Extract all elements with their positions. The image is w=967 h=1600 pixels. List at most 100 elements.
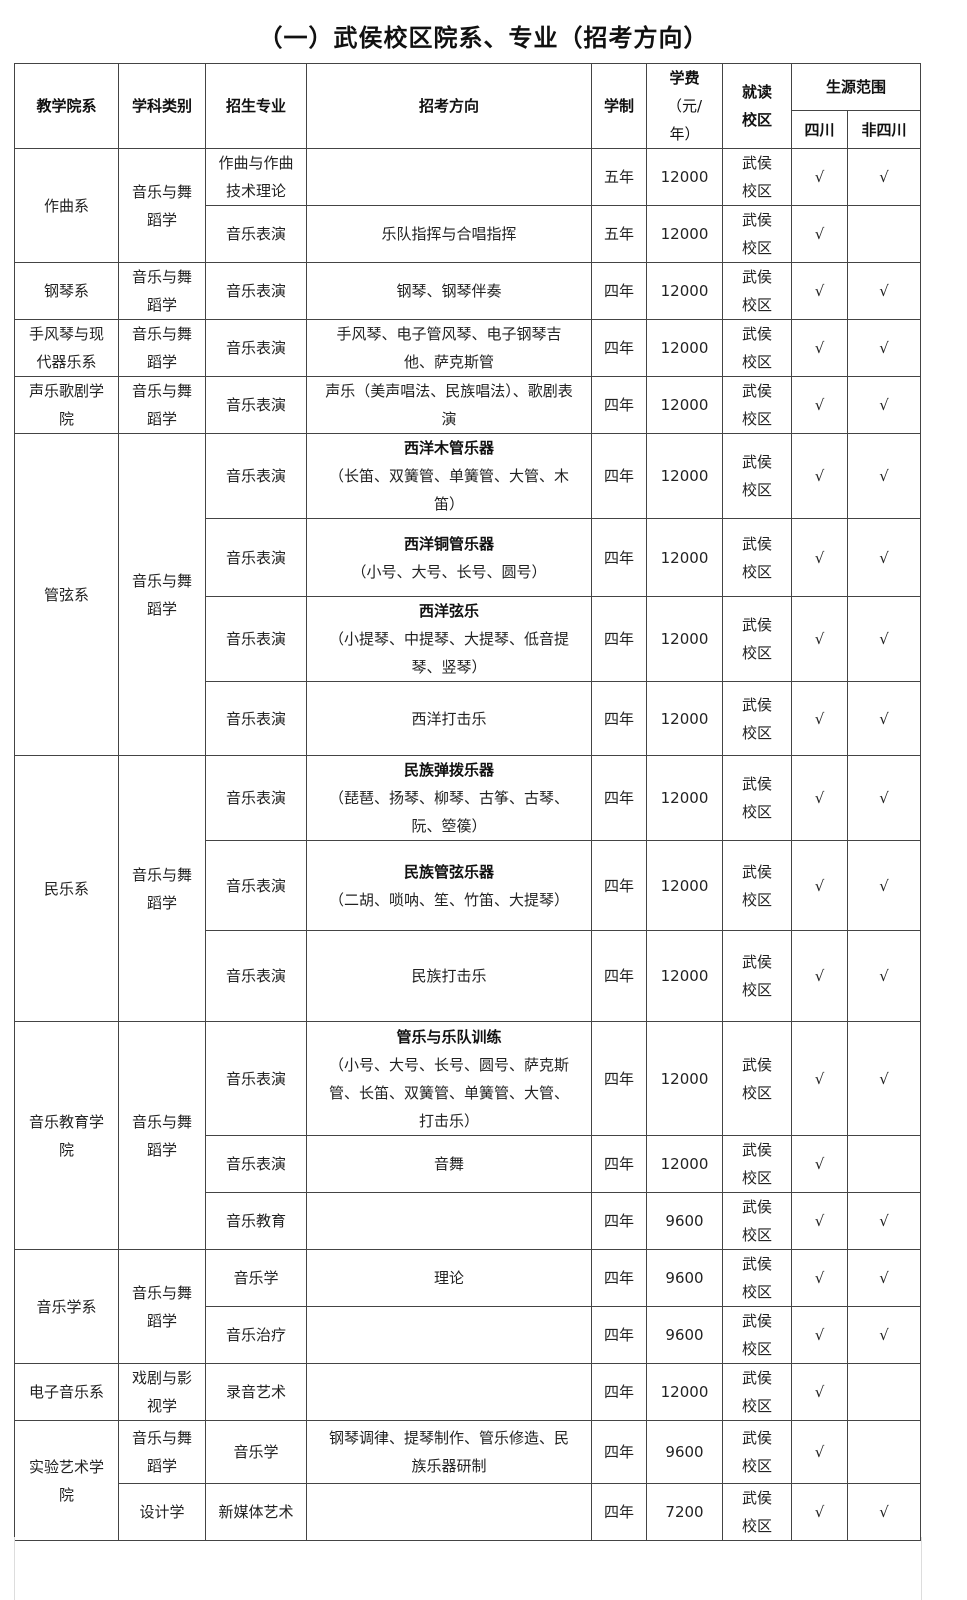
duration-cell: 四年: [591, 1192, 647, 1250]
sichuan-check-icon: √: [791, 518, 848, 597]
sichuan-check-icon: √: [791, 262, 848, 320]
fee-cell: 12000: [646, 930, 723, 1022]
direction-cell: [306, 1306, 592, 1364]
duration-cell: 四年: [591, 1249, 647, 1307]
direction-cell: 钢琴调律、提琴制作、管乐修造、民族乐器研制: [306, 1420, 592, 1484]
campus-cell: 武侯校区: [722, 930, 792, 1022]
direction-text: 钢琴、钢琴伴奏: [396, 282, 502, 300]
table-row: 音乐教育 四年 9600 武侯校区 √ √: [15, 1192, 922, 1250]
major-cell: 音乐表演: [205, 518, 307, 597]
duration-cell: 四年: [591, 1363, 647, 1421]
major-cell: 新媒体艺术: [205, 1483, 307, 1541]
table-row: 钢琴系 音乐与舞蹈学 音乐表演 钢琴、钢琴伴奏 四年 12000 武侯校区 √ √: [14, 262, 922, 320]
direction-cell: 乐队指挥与合唱指挥: [306, 205, 592, 263]
direction-title: 西洋木管乐器: [403, 439, 494, 457]
non-sichuan-cell: [846, 1135, 922, 1193]
table-row: 民乐系 音乐与舞蹈学 音乐表演 民族弹拨乐器 （琵琶、扬琴、柳琴、古筝、古琴、阮、箜篌）…: [14, 755, 922, 1022]
campus-cell: 武侯校区: [722, 433, 792, 519]
sichuan-check-icon: √: [791, 1363, 848, 1421]
direction-text: 钢琴调律、提琴制作、管乐修造、民族乐器研制: [328, 1429, 569, 1475]
fee-cell: 12000: [646, 1135, 723, 1193]
fee-cell: 7200: [646, 1483, 723, 1541]
fee-cell: 12000: [646, 319, 723, 377]
page-title: （一）武侯校区院系、专业（招考方向）: [258, 24, 709, 52]
campus-cell: 武侯校区: [722, 376, 792, 434]
sichuan-check-icon: √: [791, 755, 848, 841]
major-cell: 音乐学: [205, 1420, 307, 1484]
table-row: 电子音乐系 戏剧与影视学 录音艺术 四年 12000 武侯校区 √: [14, 1363, 922, 1421]
major-cell: 音乐表演: [205, 433, 307, 519]
direction-text: 理论: [433, 1269, 464, 1287]
major-cell: 音乐表演: [205, 319, 307, 377]
campus-cell: 武侯校区: [722, 1420, 792, 1484]
header-fee-unit: （元/年）: [666, 97, 703, 143]
fee-cell: 9600: [646, 1192, 723, 1250]
category-cell: 音乐与舞蹈学: [118, 148, 206, 263]
table-row: 声乐歌剧学院 音乐与舞蹈学 音乐表演 声乐（美声唱法、民族唱法）、歌剧表演 四年 1200…: [14, 376, 922, 434]
major-cell: 音乐表演: [205, 755, 307, 841]
campus-cell: 武侯校区: [722, 148, 792, 206]
direction-text: 西洋打击乐: [411, 709, 487, 728]
table-row: 手风琴与现代器乐系 音乐与舞蹈学 音乐表演 手风琴、电子管风琴、电子钢琴吉他、萨克斯管…: [14, 319, 922, 377]
direction-text: 民族打击乐: [411, 967, 487, 985]
header-sichuan: 四川: [791, 110, 848, 149]
header-direction: 招考方向: [306, 63, 592, 149]
table-row: 音乐教育学院 音乐与舞蹈学 音乐表演 管乐与乐队训练 （小号、大号、长号、圆号、萨克斯管…: [14, 1021, 922, 1250]
direction-text: （琵琶、扬琴、柳琴、古筝、古琴、阮、箜篌）: [328, 789, 569, 835]
sichuan-check-icon: √: [791, 148, 848, 206]
fee-cell: 12000: [646, 1021, 723, 1136]
duration-cell: 四年: [591, 930, 647, 1022]
sichuan-check-icon: √: [791, 681, 848, 756]
non-sichuan-check-icon: √: [846, 681, 922, 756]
direction-text: （长笛、双簧管、单簧管、大管、木笛）: [328, 467, 569, 513]
sichuan-check-icon: √: [791, 1249, 848, 1307]
major-cell: 音乐表演: [205, 205, 307, 263]
table-row: 音乐表演 乐队指挥与合唱指挥 五年 12000 武侯校区 √: [15, 205, 922, 263]
fee-cell: 12000: [646, 1363, 723, 1421]
sichuan-check-icon: √: [791, 840, 848, 931]
non-sichuan-check-icon: √: [846, 755, 922, 841]
sichuan-check-icon: √: [791, 376, 848, 434]
direction-cell: 民族弹拨乐器 （琵琶、扬琴、柳琴、古筝、古琴、阮、箜篌）: [306, 755, 592, 841]
direction-cell: 西洋木管乐器 （长笛、双簧管、单簧管、大管、木笛）: [306, 433, 592, 519]
sichuan-check-icon: √: [791, 205, 848, 263]
department-cell: 管弦系: [14, 433, 119, 756]
direction-title: 西洋弦乐: [418, 602, 479, 620]
direction-cell: 西洋打击乐: [306, 681, 592, 756]
duration-cell: 四年: [591, 376, 647, 434]
duration-cell: 四年: [591, 840, 647, 931]
non-sichuan-check-icon: √: [846, 1306, 922, 1364]
non-sichuan-cell: [846, 205, 922, 263]
direction-cell: [306, 1192, 592, 1250]
sichuan-check-icon: √: [791, 1135, 848, 1193]
non-sichuan-check-icon: √: [846, 1249, 922, 1307]
table-row: 音乐表演 民族打击乐 四年 12000 武侯校区 √ √: [15, 930, 922, 1022]
major-cell: 音乐教育: [205, 1192, 307, 1250]
direction-cell: 民族管弦乐器 （二胡、唢呐、笙、竹笛、大提琴）: [306, 840, 592, 931]
major-cell: 音乐表演: [205, 262, 307, 320]
table-row: 音乐治疗 四年 9600 武侯校区 √ √: [15, 1306, 922, 1364]
department-cell: 钢琴系: [14, 262, 119, 320]
major-cell: 音乐表演: [205, 596, 307, 682]
direction-text: 手风琴、电子管风琴、电子钢琴吉他、萨克斯管: [336, 325, 562, 371]
fee-cell: 12000: [646, 681, 723, 756]
campus-cell: 武侯校区: [722, 1192, 792, 1250]
header-campus: 就读校区: [722, 63, 792, 149]
direction-text: （小号、大号、长号、圆号）: [351, 562, 547, 581]
duration-cell: 四年: [591, 262, 647, 320]
major-cell: 录音艺术: [205, 1363, 307, 1421]
duration-cell: 五年: [591, 148, 647, 206]
fee-cell: 12000: [646, 433, 723, 519]
department-cell: 作曲系: [14, 148, 119, 263]
department-cell: 电子音乐系: [14, 1363, 119, 1421]
campus-cell: 武侯校区: [722, 1135, 792, 1193]
major-cell: 音乐表演: [205, 376, 307, 434]
sichuan-check-icon: √: [791, 1420, 848, 1484]
major-cell: 音乐表演: [205, 1135, 307, 1193]
fee-cell: 9600: [646, 1249, 723, 1307]
department-cell: 音乐学系: [14, 1249, 119, 1364]
fee-cell: 12000: [646, 148, 723, 206]
fee-cell: 12000: [646, 205, 723, 263]
direction-title: 民族弹拨乐器: [403, 761, 494, 779]
non-sichuan-check-icon: √: [846, 148, 922, 206]
